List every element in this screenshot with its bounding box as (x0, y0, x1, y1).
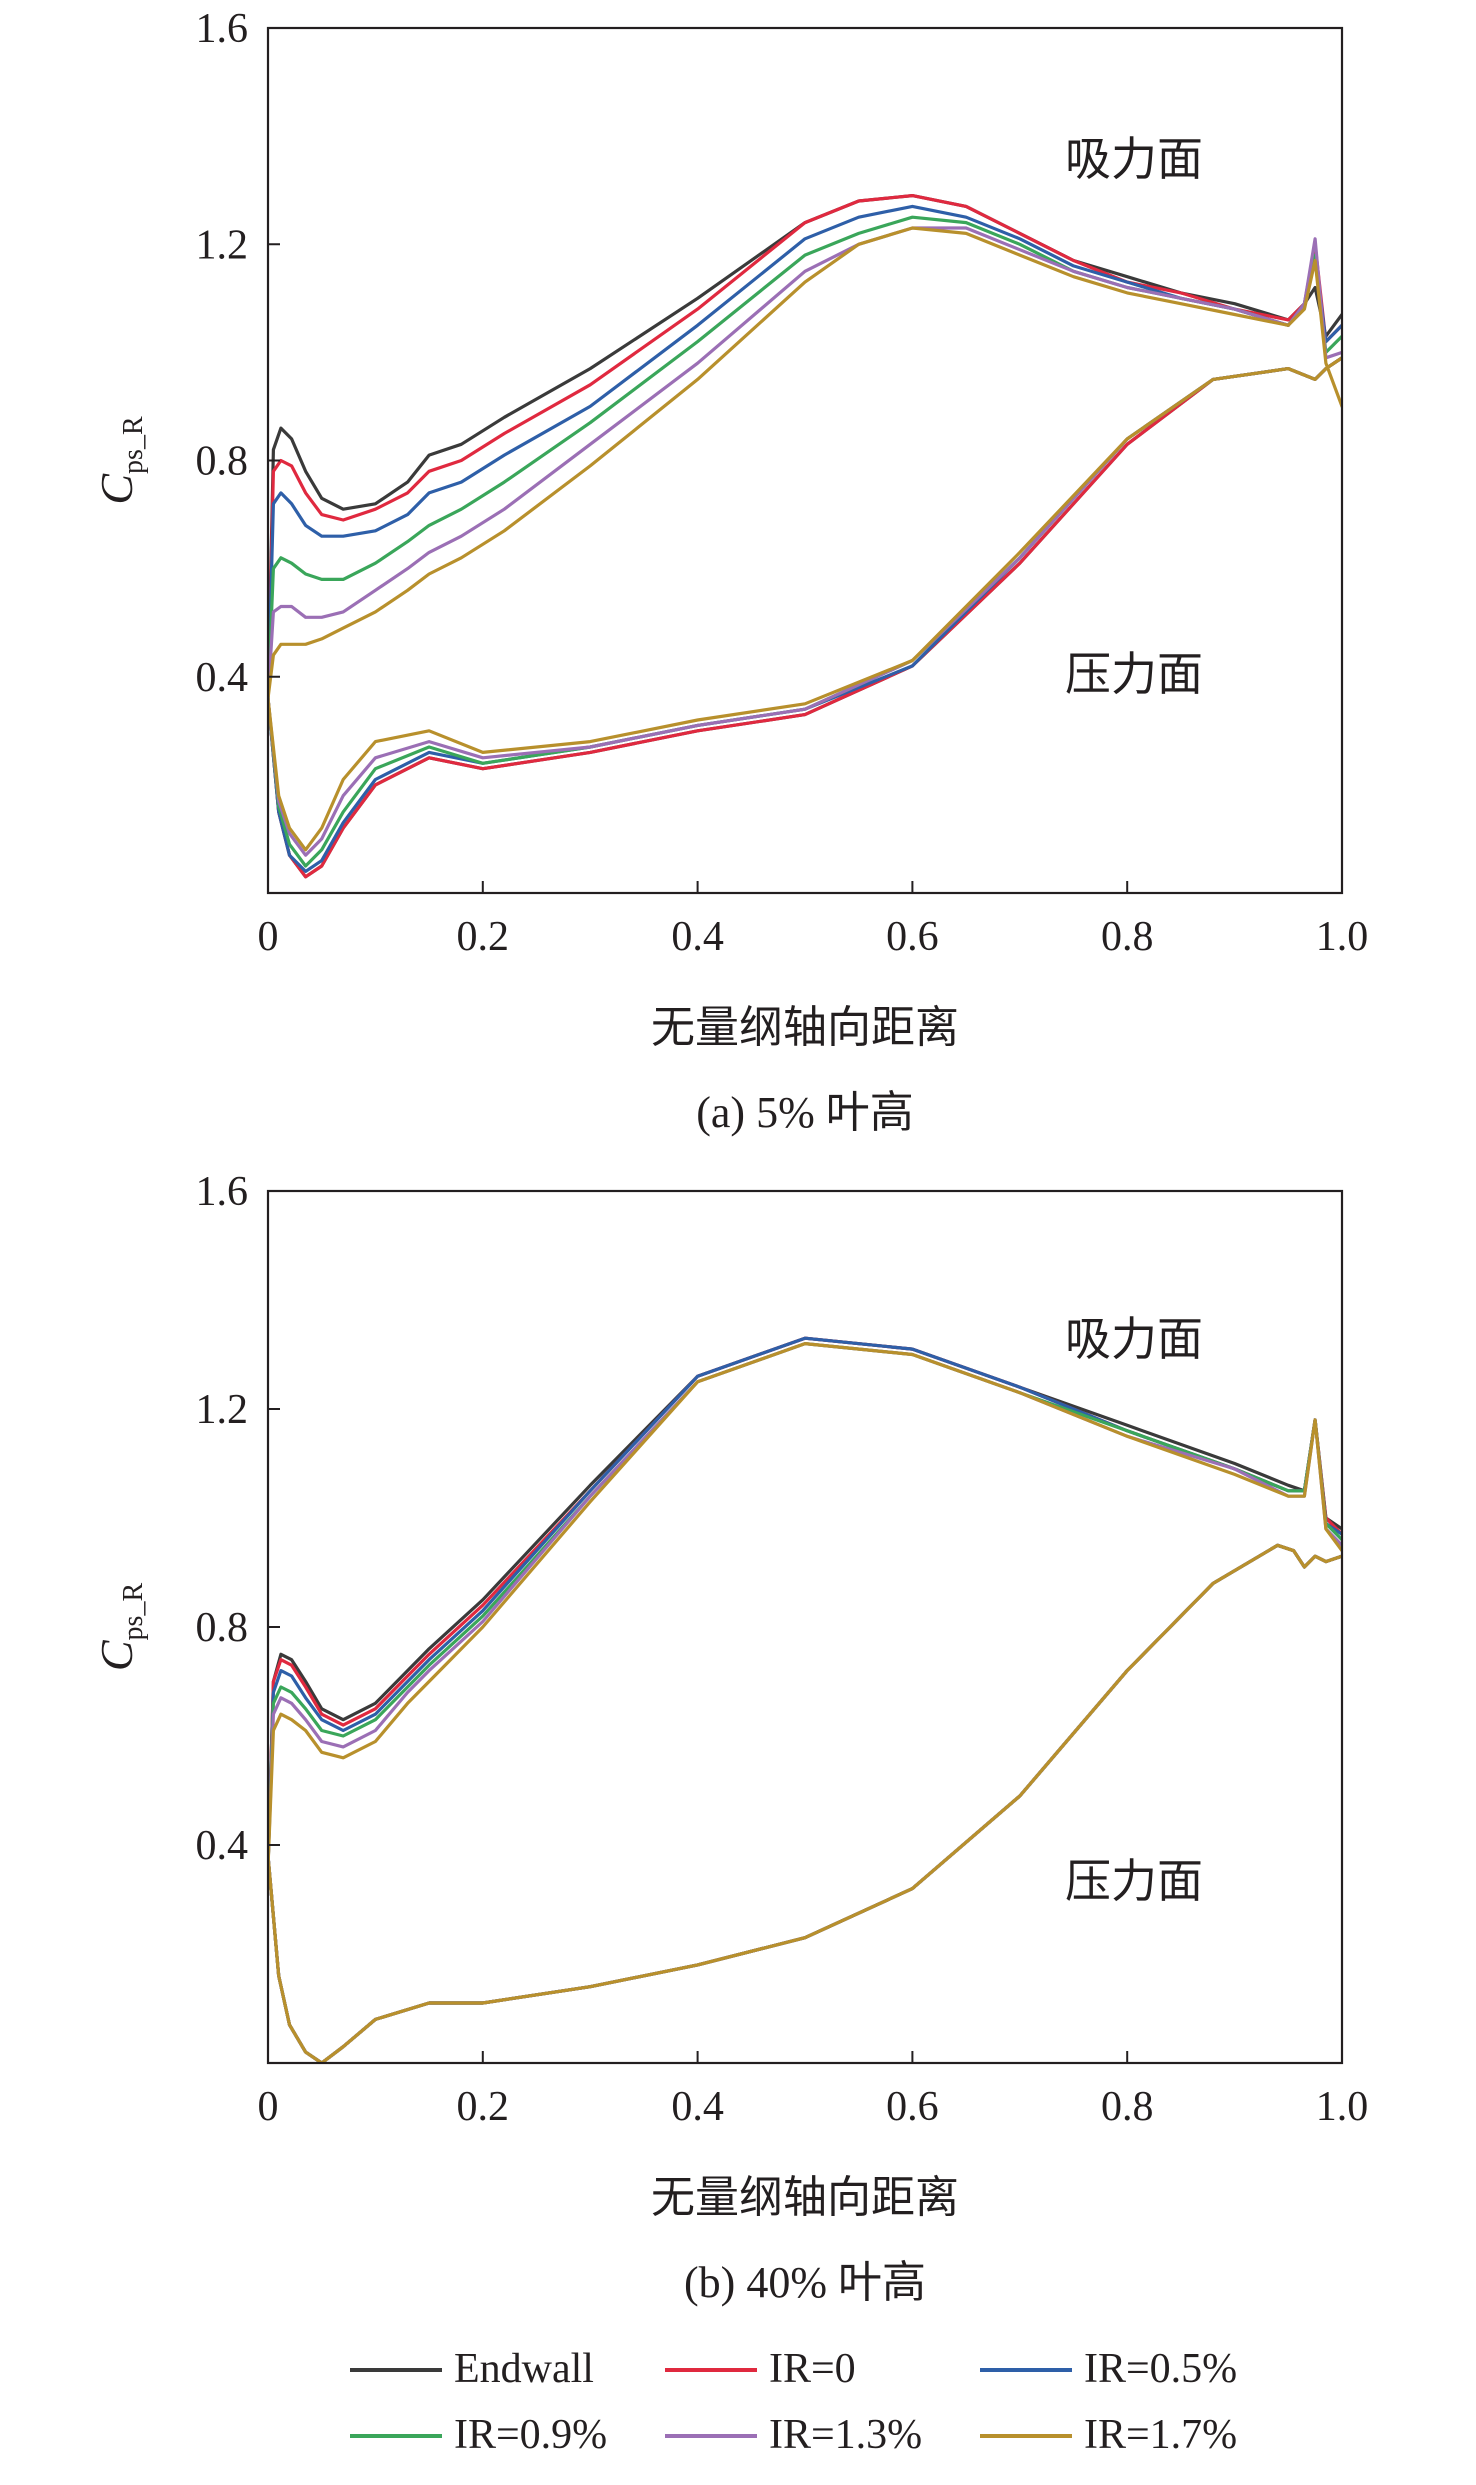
legend-label: Endwall (454, 2346, 594, 2392)
y-tick-label: 1.6 (196, 1169, 249, 1215)
series-group (268, 194, 1342, 879)
series-line-pressure-ir-1-7- (268, 356, 1342, 852)
series-line-suction-endwall (268, 194, 1342, 701)
x-tick-label: 0 (258, 2084, 279, 2130)
y-tick-label: 1.6 (196, 6, 249, 52)
x-axis-title: 无量纲轴向距离 (651, 1003, 959, 1052)
x-tick-label: 0.8 (1101, 914, 1154, 960)
x-tick-label: 0.8 (1101, 2084, 1154, 2130)
annotation-suction-side: 吸力面 (1065, 1314, 1203, 1365)
annotation-suction-side: 吸力面 (1065, 134, 1203, 185)
x-tick-label: 1.0 (1316, 2084, 1369, 2130)
annotation-pressure-side: 压力面 (1065, 1856, 1203, 1907)
panel-caption: (a) 5% 叶高 (696, 1088, 914, 1137)
legend-label: IR=1.7% (1084, 2412, 1237, 2458)
legend-label: IR=0 (769, 2346, 856, 2392)
y-axis-title: Cps_R (91, 1583, 149, 1672)
legend-label: IR=0.5% (1084, 2346, 1237, 2392)
x-tick-label: 0.6 (886, 914, 939, 960)
panel-caption: (b) 40% 叶高 (684, 2258, 926, 2307)
series-line-pressure-ir-1-7- (268, 1543, 1342, 2063)
legend-item: IR=0 (665, 2346, 856, 2392)
x-tick-label: 0.4 (671, 2084, 724, 2130)
series-line-suction-ir-0 (268, 194, 1342, 701)
legend-label: IR=0.9% (454, 2412, 607, 2458)
x-tick-label: 0.2 (457, 2084, 510, 2130)
legend-item: IR=0.5% (980, 2346, 1237, 2392)
x-tick-label: 0.4 (671, 914, 724, 960)
legend: Endwall IR=0 IR=0.5% IR=0.9% IR=1.3% IR=1.7% (350, 2346, 1237, 2458)
series-line-suction-ir-1-7- (268, 1341, 1342, 1869)
y-tick-label: 0.8 (196, 1605, 249, 1651)
y-tick-label: 0.8 (196, 439, 249, 485)
legend-item: IR=0.9% (350, 2412, 607, 2458)
legend-label: IR=1.3% (769, 2412, 922, 2458)
series-line-suction-ir-1-3- (268, 226, 1342, 701)
y-tick-label: 0.4 (196, 655, 249, 701)
x-tick-label: 1.0 (1316, 914, 1369, 960)
x-tick-label: 0 (258, 914, 279, 960)
x-axis-title: 无量纲轴向距离 (651, 2173, 959, 2222)
legend-item: IR=1.7% (980, 2412, 1237, 2458)
y-tick-label: 1.2 (196, 1387, 249, 1433)
series-group (268, 1336, 1342, 2063)
y-axis-title: Cps_R (91, 416, 149, 505)
y-tick-label: 1.2 (196, 222, 249, 268)
chart-panel-2: 0 0.2 0.4 0.6 0.8 1.0 0.4 0.8 1.2 1.6 Cps_R 无量纲轴向距离… (91, 1169, 1368, 2307)
y-tick-label: 0.4 (196, 1823, 249, 1869)
series-line-suction-ir-1-7- (268, 226, 1342, 701)
x-tick-label: 0.2 (457, 914, 510, 960)
chart-panel-1: 0 0.2 0.4 0.6 0.8 1.0 0.4 0.8 1.2 1.6 Cps_R 无量纲轴向距离… (91, 6, 1368, 1137)
legend-item: IR=1.3% (665, 2412, 922, 2458)
x-tick-label: 0.6 (886, 2084, 939, 2130)
annotation-pressure-side: 压力面 (1065, 649, 1203, 700)
series-line-suction-endwall (268, 1336, 1342, 1869)
legend-item: Endwall (350, 2346, 594, 2392)
